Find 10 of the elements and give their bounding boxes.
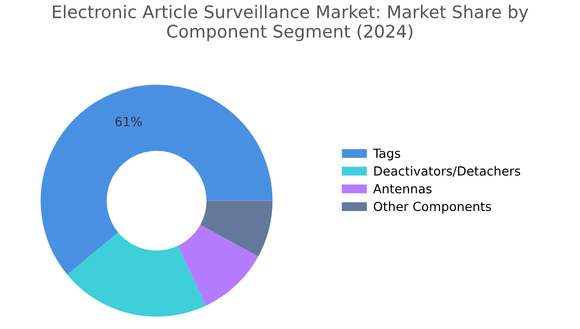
donut-slice bbox=[40, 84, 273, 275]
data-label: 61% bbox=[116, 116, 142, 126]
legend-label: Other Components bbox=[374, 201, 492, 214]
donut-slice bbox=[178, 224, 258, 306]
legend-label: Tags bbox=[373, 148, 400, 160]
chart-title: Electronic Article Surveillance Market: Market Share by Component Segment (2024) bbox=[53, 4, 528, 42]
donut-slice bbox=[67, 232, 206, 317]
donut-slice bbox=[200, 200, 273, 257]
legend-label: Antennas bbox=[373, 184, 432, 194]
legend-label: Deactivators/Detachers bbox=[374, 166, 520, 177]
